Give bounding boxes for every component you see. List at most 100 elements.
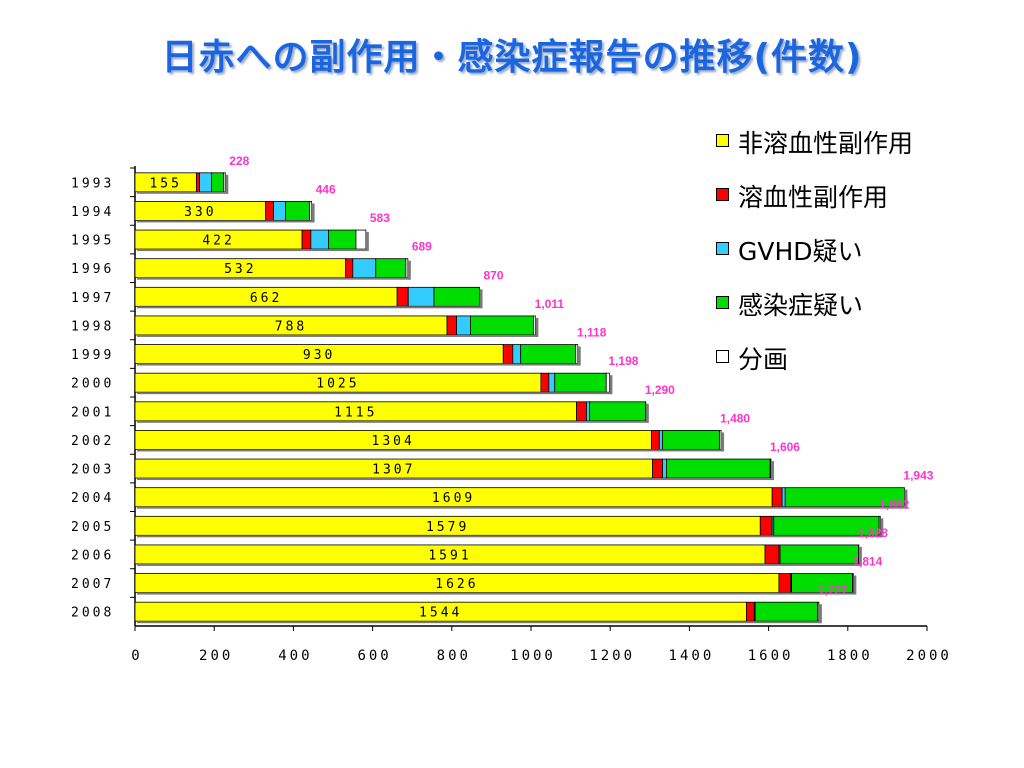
bar-1996-series-3: [375, 258, 407, 279]
legend-swatch-hemolytic: [716, 188, 729, 201]
bar-shadow-bottom-2005: [137, 535, 883, 538]
legend-label-non-hemolytic: 非溶血性副作用: [738, 129, 914, 158]
bar-2003-series-3: [666, 458, 771, 479]
x-tick-label-800: 800: [437, 648, 471, 664]
y-tick-label-1993: 1993: [71, 176, 114, 191]
bar-1998-series-1: [446, 315, 457, 336]
bar-2002-series-2: [658, 430, 663, 450]
bar-1993-series-1: [195, 172, 200, 193]
bar-shadow-1993: [225, 174, 229, 194]
y-tick-label-2001: 2001: [71, 405, 114, 420]
bar-2000-series-4: [605, 372, 610, 393]
bar-total-label-2000: 1,198: [608, 354, 638, 368]
bar-shadow-bottom-1999: [137, 363, 580, 366]
bar-shadow-bottom-2001: [137, 420, 648, 423]
y-tick-label-1995: 1995: [71, 234, 114, 249]
bar-2000-series-3: [554, 372, 607, 393]
bar-1994-series-4: [309, 201, 313, 221]
bar-1997-series-3: [433, 286, 480, 307]
bar-shadow-1996: [407, 260, 411, 280]
bar-inner-label-1999: 930: [303, 348, 335, 363]
bar-shadow-bottom-2003: [137, 478, 773, 481]
y-tick-label-2007: 2007: [71, 577, 114, 592]
y-tick-label-2004: 2004: [71, 491, 114, 506]
bar-total-label-2001: 1,290: [645, 383, 675, 397]
x-tick-label-1400: 1400: [669, 648, 715, 664]
chart-title: 日赤への副作用・感染症報告の推移(件数): [161, 37, 863, 78]
y-tick-label-1999: 1999: [71, 348, 114, 363]
legend-label-hemolytic: 溶血性副作用: [738, 183, 889, 212]
bar-inner-label-2005: 1579: [426, 520, 469, 535]
bar-shadow-1997: [479, 289, 483, 309]
bar-shadow-2000: [609, 375, 613, 395]
bar-inner-label-2001: 1115: [334, 405, 377, 420]
bar-2006-series-1: [764, 544, 780, 565]
bar-shadow-2004: [904, 489, 908, 509]
bar-shadow-bottom-2008: [137, 621, 821, 624]
bar-2003-series-1: [652, 458, 663, 479]
legend-swatch-gvhd: [716, 242, 729, 255]
bar-shadow-2001: [645, 403, 649, 423]
x-tick-label-200: 200: [199, 648, 233, 664]
bar-2007-series-1: [778, 573, 792, 593]
bar-2006-series-3: [779, 544, 859, 565]
y-tick-label-2005: 2005: [71, 520, 114, 535]
y-tick-label-2000: 2000: [71, 377, 114, 392]
bar-1994-series-2: [273, 201, 286, 221]
bar-total-label-2002: 1,480: [720, 411, 750, 425]
bar-shadow-2002: [721, 432, 725, 452]
bar-2001-series-2: [586, 401, 591, 422]
x-tick-label-0: 0: [131, 648, 142, 664]
bar-1995-series-1: [301, 229, 312, 250]
bar-inner-label-1996: 532: [224, 262, 256, 277]
bar-1999-series-2: [512, 344, 522, 364]
bar-total-label-1993: 228: [229, 154, 249, 168]
legend-label-fraction: 分画: [738, 345, 789, 374]
x-tick-label-1000: 1000: [510, 648, 556, 664]
y-tick-label-1996: 1996: [71, 262, 114, 277]
bar-2000-series-1: [540, 372, 550, 393]
bar-shadow-2008: [818, 604, 822, 624]
bar-1995-series-3: [328, 229, 357, 250]
bar-total-label-1996: 689: [412, 240, 432, 254]
legend-swatch-fraction: [716, 350, 729, 363]
bar-2002-series-3: [662, 430, 720, 450]
bar-inner-label-1995: 422: [202, 234, 234, 249]
bar-inner-label-2007: 1626: [435, 577, 478, 592]
bar-inner-label-1997: 662: [250, 291, 282, 306]
bar-1993-series-4: [223, 172, 226, 193]
bar-1996-series-4: [405, 258, 409, 279]
bar-2002-series-4: [719, 430, 722, 450]
bar-1993-series-3: [211, 172, 225, 193]
bar-1997-series-2: [407, 286, 435, 307]
bar-shadow-bottom-2000: [137, 392, 612, 395]
bar-1996-series-1: [345, 258, 354, 279]
x-tick-label-1200: 1200: [589, 648, 635, 664]
bar-1995-series-4: [355, 229, 367, 250]
bar-shadow-bottom-1995: [137, 249, 368, 252]
x-tick-label-2000: 2000: [906, 648, 952, 664]
bar-total-label-2003: 1,606: [770, 440, 800, 454]
bar-shadow-2007: [853, 575, 857, 595]
bar-1999-series-1: [502, 344, 514, 364]
bar-1999-series-4: [575, 344, 579, 364]
bar-1998-series-4: [532, 315, 536, 336]
bar-total-label-2006: 1,828: [858, 526, 888, 540]
bar-inner-label-2002: 1304: [372, 434, 415, 449]
x-tick-label-400: 400: [278, 648, 312, 664]
y-tick-label-1994: 1994: [71, 205, 114, 220]
bar-2004-series-2: [781, 487, 786, 508]
bar-2007-series-4: [852, 573, 854, 593]
y-tick-label-2003: 2003: [71, 463, 114, 478]
bar-2002-series-1: [650, 430, 660, 450]
y-tick-label-1997: 1997: [71, 291, 114, 306]
legend-label-infection: 感染症疑い: [738, 291, 864, 320]
bar-shadow-bottom-1997: [137, 306, 482, 309]
bar-inner-label-1993: 155: [149, 176, 181, 191]
bar-shadow-1998: [535, 317, 539, 337]
bar-shadow-bottom-2006: [137, 563, 861, 566]
y-tick-label-1998: 1998: [71, 319, 114, 334]
bar-shadow-bottom-1994: [137, 220, 314, 223]
x-tick-label-600: 600: [357, 648, 391, 664]
